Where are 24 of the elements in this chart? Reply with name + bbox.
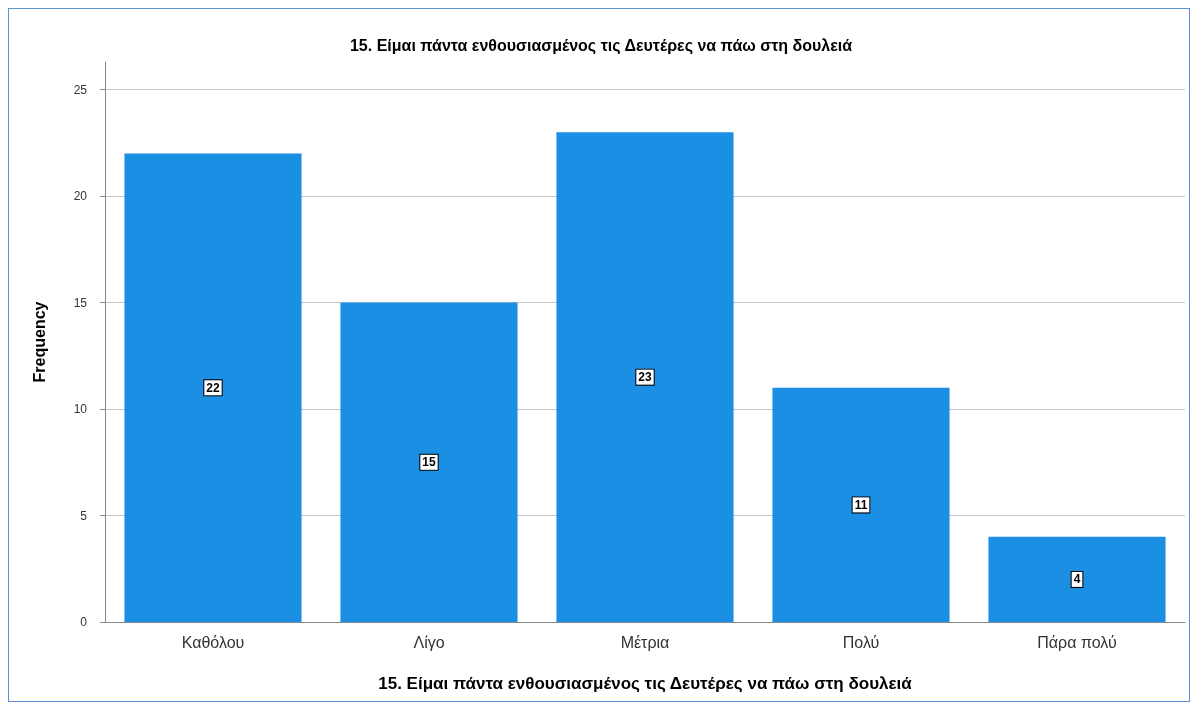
x-tick-label: Πάρα πολύ <box>1037 633 1117 651</box>
data-label: 23 <box>638 370 652 385</box>
y-tick-label: 5 <box>80 508 88 523</box>
data-label: 11 <box>854 497 868 512</box>
chart-title: 15. Είμαι πάντα ενθουσιασμένος τις Δευτέρες να πάω στη δουλειά <box>349 36 853 55</box>
bar <box>556 132 734 622</box>
y-tick-label: 0 <box>80 615 88 629</box>
data-label: 15 <box>422 455 436 470</box>
x-axis-title: 15. Είμαι πάντα ενθουσιασμένος τις Δευτέρες να πάω στη δουλειά <box>378 674 913 693</box>
bar <box>340 302 518 622</box>
y-tick-label: 10 <box>73 402 88 417</box>
bar <box>124 153 302 622</box>
x-tick-label: Πολύ <box>842 633 880 651</box>
y-axis-title: Frequency <box>30 301 48 383</box>
y-tick-label: 15 <box>73 295 88 310</box>
bar <box>772 387 950 622</box>
x-tick-label: Καθόλου <box>181 633 245 651</box>
x-tick-label: Λίγο <box>413 633 445 651</box>
y-tick-label: 25 <box>73 82 88 97</box>
bar <box>988 536 1166 622</box>
y-tick-label: 20 <box>73 189 88 204</box>
x-tick-label: Μέτρια <box>620 633 670 651</box>
data-label: 22 <box>206 380 220 395</box>
data-label: 4 <box>1073 572 1081 587</box>
